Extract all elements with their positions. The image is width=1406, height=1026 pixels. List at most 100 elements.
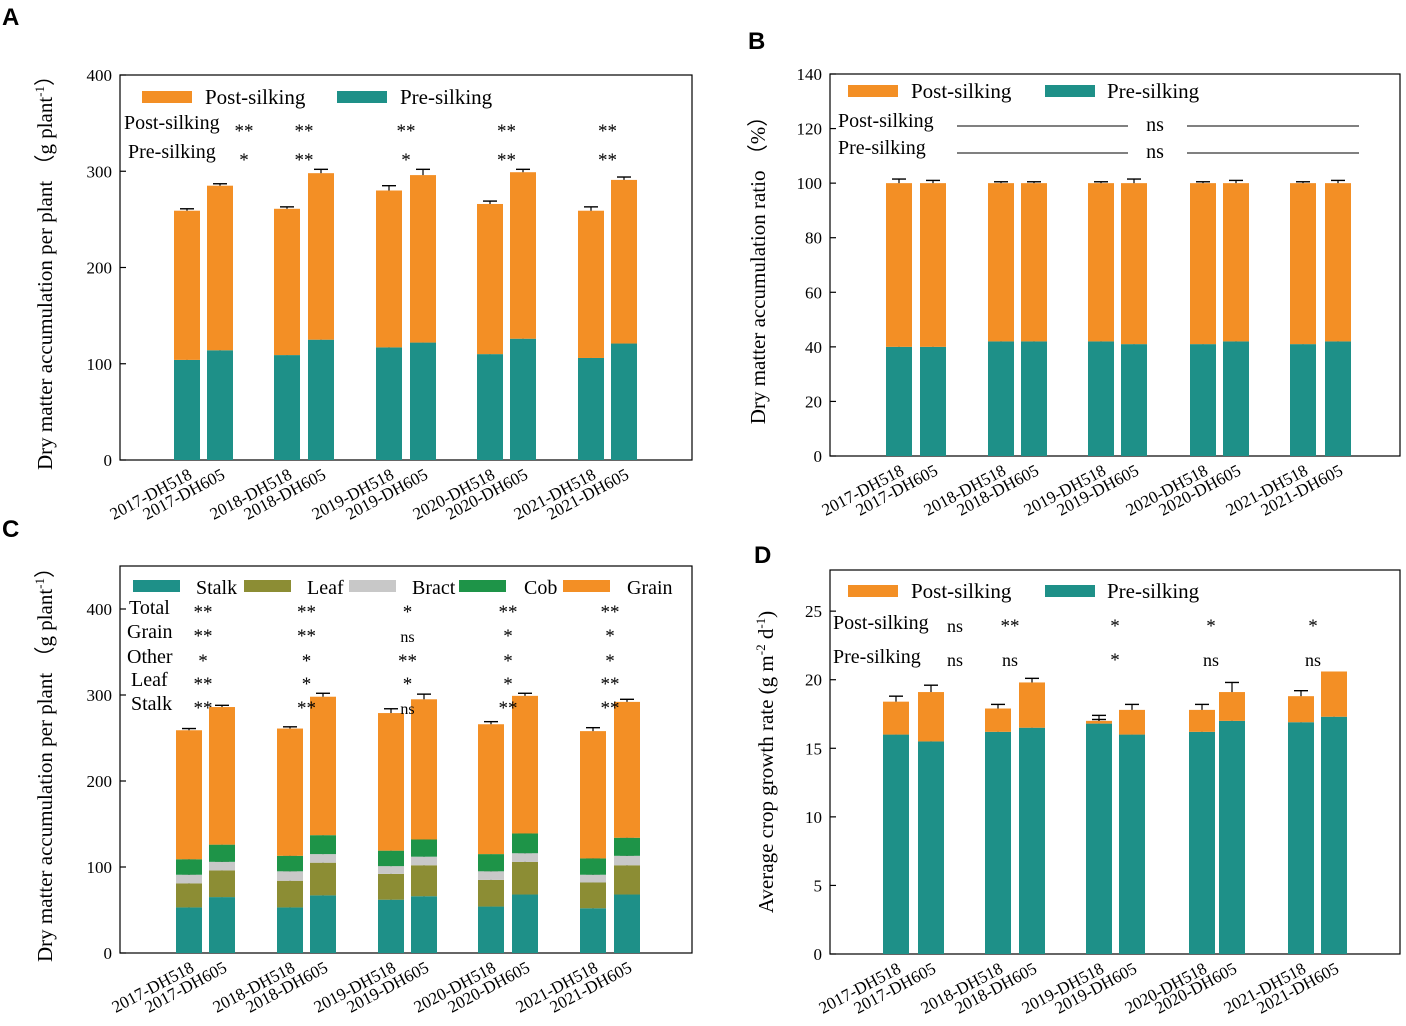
bar-grain [277,728,303,856]
bar-bract [176,874,202,884]
significance-mark: * [1206,616,1216,637]
bar-post-silking [376,190,402,348]
legend-label: Post-silking [205,85,306,109]
bar-leaf [580,882,606,909]
bar-post-silking [578,210,604,358]
bar-leaf [310,862,336,896]
significance-mark: ** [194,698,213,719]
bar-stalk [310,895,336,953]
legend-label: Cob [524,577,557,599]
significance-mark: ** [194,602,213,623]
bar-stalk [411,896,437,953]
bar-post-silking [1219,692,1245,721]
significance-row-label: Post-silking [124,112,220,134]
bar-bract [580,874,606,883]
significance-mark: ns [400,701,414,718]
y-tick-label: 20 [805,392,822,411]
legend-label: Pre-silking [400,85,493,109]
bar-pre-silking [1121,344,1147,456]
legend-swatch-grain [563,580,610,592]
significance-mark: ** [295,150,314,171]
bar-leaf [614,865,640,895]
significance-row-label: Post-silking [838,110,934,132]
bar-leaf [209,870,235,898]
significance-mark: ** [601,674,620,695]
y-tick-label: 100 [797,174,823,193]
y-tick-label: 100 [87,355,113,374]
bar-post-silking [410,175,436,343]
significance-mark: ** [499,602,518,623]
bar-post-silking [1189,709,1215,732]
bar-bract [209,861,235,871]
y-axis-label: Dry matter accumulation ratio （%） [746,106,770,424]
legend-swatch-post [848,85,898,97]
bar-cob [411,839,437,857]
y-axis-label: Average crop growth rate (g m-2 d-1) [753,611,778,913]
bar-post-silking [883,701,909,735]
significance-mark: * [239,150,249,171]
bar-cob [277,855,303,872]
significance-mark: ** [235,121,254,142]
bar-stalk [614,894,640,953]
legend-swatch-post [848,585,898,597]
significance-row-label: Pre-silking [128,141,216,163]
significance-row-label: Total [129,597,170,619]
legend-label: Pre-silking [1107,579,1200,603]
significance-row-label: Stalk [131,693,172,715]
bar-post-silking [174,210,200,360]
bar-pre-silking [918,741,944,954]
bar-cob [378,850,404,867]
chart-panel-a: 0 100 200 300 400 Dry matter accumulation per… [32,65,693,524]
bar-pre-silking [985,731,1011,954]
bar-grain [512,695,538,834]
legend-swatch-stalk [133,580,180,592]
legend-swatch-pre [1045,85,1095,97]
significance-mark: * [1110,650,1120,671]
significance-row-label: Pre-silking [833,646,921,668]
y-tick-label: 100 [87,858,113,877]
y-tick-label: 300 [87,162,113,181]
y-tick-label: 120 [797,120,823,139]
significance-mark: ** [297,626,316,647]
bar-pre-silking [376,347,402,460]
bar-bract [512,853,538,862]
bar-bract [277,871,303,881]
bar-cob [176,859,202,875]
bar-pre-silking [1288,722,1314,954]
bar-leaf [176,883,202,908]
bar-pre-silking [886,346,912,456]
bar-stalk [277,907,303,953]
bar-post-silking [886,183,912,347]
bar-bract [310,854,336,863]
bar-stalk [512,894,538,953]
chart-panel-b: 0 20 40 60 80 100 120 140 Dry matter accumulatio… [746,65,1401,520]
significance-mark: * [198,651,208,672]
significance-mark: ** [397,121,416,142]
significance-row-label: Leaf [131,669,168,691]
significance-row-label: Grain [127,621,173,643]
y-tick-label: 5 [814,876,823,895]
bar-grain [411,699,437,840]
bar-pre-silking [1086,723,1112,954]
bar-leaf [378,873,404,900]
bar-post-silking [918,692,944,742]
bar-pre-silking [1321,716,1347,954]
legend-swatch-pre [1045,585,1095,597]
plot-frame [119,565,693,954]
legend-label: Stalk [196,577,237,599]
bar-grain [478,724,504,855]
y-tick-label: 10 [805,808,822,827]
significance-row-label: Other [127,646,173,668]
bar-post-silking [1290,183,1316,345]
y-tick-label: 0 [814,945,823,964]
bar-grain [209,707,235,845]
bar-grain [580,731,606,859]
significance-mark: ns [1203,650,1219,670]
significance-mark: ** [194,674,213,695]
y-tick-label: 140 [797,65,823,84]
bar-post-silking [985,708,1011,732]
significance-mark: * [403,674,413,695]
bar-pre-silking [1189,731,1215,954]
significance-mark: * [1110,616,1120,637]
